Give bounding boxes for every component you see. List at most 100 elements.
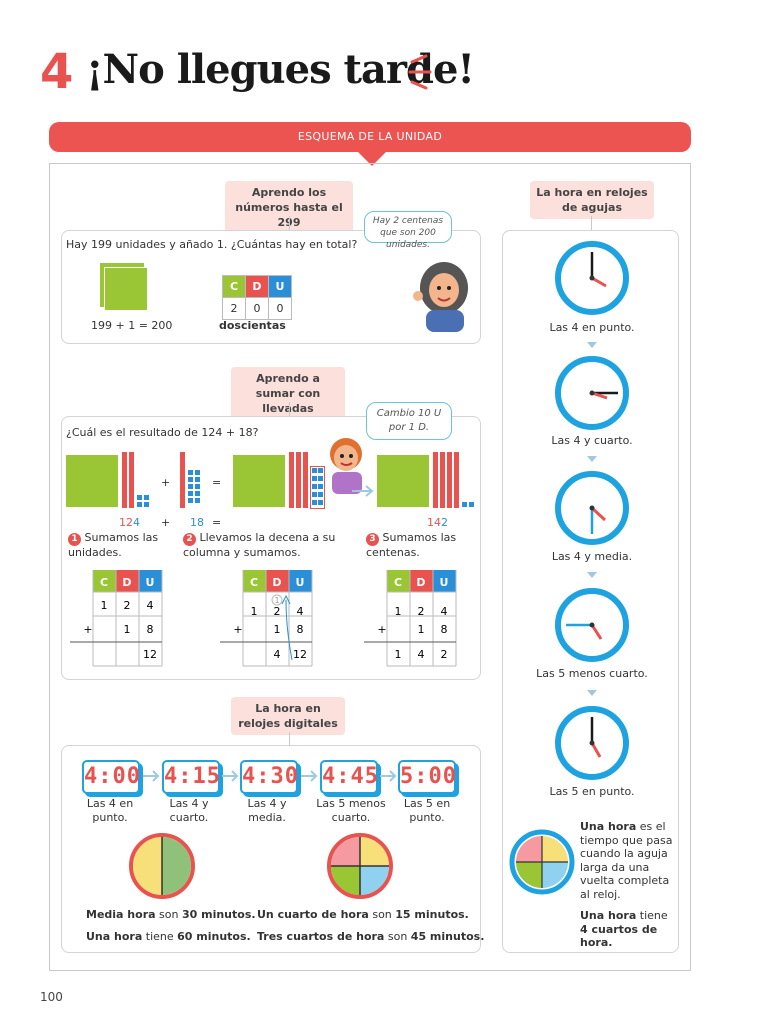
block-hundred (377, 455, 429, 507)
cell: 1 (124, 623, 131, 636)
speech-bubble-2: Cambio 10 U por 1 D. (366, 402, 452, 440)
speech-bubble-1: Hay 2 centenas que son 200 unidades. (364, 211, 452, 250)
step-2: 2 Llevamos la decena a su columna y suma… (183, 531, 336, 559)
pill-digital: La hora en relojes digitales (231, 697, 345, 735)
analog-label-3: Las 4 y media. (551, 550, 633, 563)
cell: 12 (293, 648, 307, 661)
col-c: C (250, 576, 258, 589)
cell: 1 (418, 623, 425, 636)
quarters-clock-icon (509, 829, 575, 895)
col-u: U (146, 576, 155, 589)
hour-quarters-text: Una hora tiene 4 cuartos de hora. (580, 909, 668, 949)
unit-cube (137, 502, 142, 507)
cell: 1 (395, 605, 402, 618)
arrow-right-icon (301, 770, 318, 782)
block-ten (180, 452, 185, 508)
analog-clock-4-00 (555, 241, 629, 315)
analog-label-1: Las 4 en punto. (549, 321, 635, 334)
block-hundred (233, 455, 285, 507)
quarter-hour-text: Un cuarto de hora son 15 minutos. (257, 908, 469, 921)
girl-character-icon (413, 262, 468, 332)
one-hour-text: Una hora tiene 60 minutos. (86, 930, 251, 943)
block-ten (454, 452, 459, 508)
cdu-table-step-2: 1 C D U 1 2 4 + 1 8 4 12 (220, 570, 313, 667)
cell: 8 (297, 623, 304, 636)
arrow-down-icon (587, 690, 597, 696)
block-hundred (66, 455, 118, 507)
carry-digit: 1 (274, 596, 279, 605)
plus-sign: + (161, 476, 171, 489)
cell: 1 (101, 599, 108, 612)
digital-clock-5: 5:00 (398, 760, 456, 794)
cell: 12 (143, 648, 157, 661)
connector (289, 402, 290, 416)
block-ten (129, 452, 134, 508)
pill-sum-carry: Aprendo a sumar con llevadas (231, 367, 345, 420)
digital-clock-1: 4:00 (82, 760, 140, 794)
equals-sign: = (212, 476, 222, 489)
plus-sign: + (377, 623, 386, 636)
block-ten (440, 452, 445, 508)
unit-cubes-group (188, 470, 200, 503)
block-ten (303, 452, 308, 508)
analog-label-4: Las 5 menos cuarto. (536, 667, 648, 680)
plus-sign: + (83, 623, 92, 636)
cell: 8 (147, 623, 154, 636)
cell: 4 (297, 605, 304, 618)
number-18: 18 (190, 516, 204, 529)
cell: 2 (418, 605, 425, 618)
hour-definition: Una hora es el tiempo que pasa cuando la… (580, 820, 673, 901)
cdu-table-1: C D U 2 0 0 (222, 275, 292, 320)
digital-clock-2: 4:15 (162, 760, 220, 794)
unit-cube (144, 502, 149, 507)
block-ten (296, 452, 301, 508)
cell: 1 (251, 605, 258, 618)
answer-word: doscientas (219, 319, 286, 332)
cell: 4 (147, 599, 154, 612)
connector (591, 216, 592, 230)
connector (289, 732, 290, 746)
block-ten (122, 452, 127, 508)
digital-clock-3: 4:30 (240, 760, 298, 794)
number-142: 142 (427, 516, 448, 529)
col-c: C (394, 576, 402, 589)
digital-clock-4: 4:45 (320, 760, 378, 794)
unit-number: 4 (40, 44, 74, 100)
analog-label-2: Las 4 y cuarto. (551, 434, 633, 447)
col-c: C (222, 275, 246, 298)
unit-cube (462, 502, 467, 507)
digital-label-3: Las 4 y media. (247, 797, 287, 824)
cell: 2 (222, 297, 246, 320)
cell: 4 (418, 648, 425, 661)
arrow-right-icon (222, 770, 239, 782)
pill-analog: La hora en relojes de agujas (530, 181, 654, 219)
analog-clock-4-15 (555, 356, 629, 430)
step-3: 3 Sumamos las centenas. (366, 531, 457, 559)
block-ten (447, 452, 452, 508)
arrow-down-icon (587, 572, 597, 578)
cell: 4 (441, 605, 448, 618)
arrow-right-icon (352, 485, 374, 497)
half-hour-clock-icon (129, 833, 195, 899)
plus-sign: + (161, 516, 171, 529)
digital-label-1: Las 4 en punto. (86, 797, 134, 824)
analog-clock-5-00 (555, 706, 629, 780)
col-u: U (268, 275, 292, 298)
digital-label-5: Las 5 en punto. (403, 797, 451, 824)
unit-cube (137, 495, 142, 500)
arrow-right-icon (380, 770, 397, 782)
col-d: D (272, 576, 281, 589)
cell: 4 (274, 648, 281, 661)
cdu-table-step-3: C D U 1 2 4 + 1 8 1 4 2 (364, 570, 457, 667)
col-d: D (245, 275, 269, 298)
col-u: U (440, 576, 449, 589)
quarter-hour-clock-icon (327, 833, 393, 899)
arrow-right-icon (143, 770, 160, 782)
cell: 0 (268, 297, 292, 320)
analog-clock-4-45 (555, 588, 629, 662)
question-1: Hay 199 unidades y añado 1. ¿Cuántas hay… (66, 238, 358, 251)
unit-banner: ESQUEMA DE LA UNIDAD (49, 122, 691, 152)
block-ten (289, 452, 294, 508)
boy-character-icon (330, 438, 362, 494)
cell: 2 (274, 605, 281, 618)
